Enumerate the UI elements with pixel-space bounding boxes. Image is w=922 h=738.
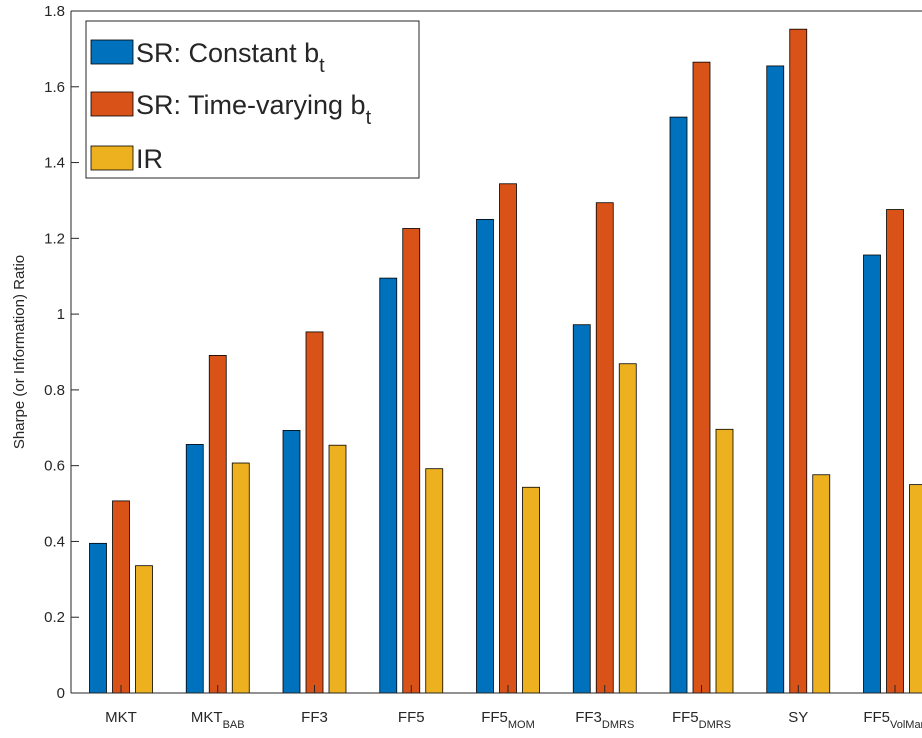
bar-constant — [476, 218, 494, 694]
bar-time-varying — [499, 183, 517, 694]
y-ticks-layer: 0 0.2 0.4 0.6 0.8 1 1.2 1.4 1.6 1.8 — [44, 3, 79, 702]
bar-constant — [572, 324, 591, 694]
x-ticks-layer: MKT MKTBAB FF3 FF5 FF5MOM FF3DMRS FF5DMRS SY FF5… — [105, 685, 922, 731]
bar-ir — [715, 428, 734, 694]
legend-swatch — [90, 91, 134, 117]
x-tick-label-subscript: DMRS — [602, 719, 634, 731]
x-tick-label-main: FF3 — [575, 709, 602, 726]
x-tick-label: MKTBAB — [191, 709, 245, 731]
legend-entry-name: IR — [136, 144, 163, 174]
legend-swatch — [90, 145, 134, 171]
bar-ir — [618, 363, 637, 694]
x-tick-label-subscript: VolMan — [890, 719, 922, 731]
bar-time-varying — [789, 28, 808, 694]
x-tick-label-subscript: BAB — [223, 719, 245, 731]
legend-entry-name: SR: Constant b — [136, 38, 319, 68]
bar-constant — [282, 430, 301, 694]
bars-layer — [89, 28, 922, 694]
y-tick-label: 0.6 — [44, 458, 65, 475]
x-tick-label-main: FF5 — [672, 709, 699, 726]
x-tick-label-main: MKT — [191, 709, 223, 726]
legend-entry-name: SR: Time-varying b — [136, 90, 366, 120]
x-tick-label: MKT — [105, 709, 137, 726]
bar-constant — [89, 542, 107, 694]
bar-time-varying — [112, 500, 130, 694]
legend-entry-label: SR: Time-varying bt — [136, 90, 372, 129]
bar-time-varying — [692, 61, 711, 694]
x-tick-label: FF5MOM — [481, 709, 535, 731]
y-tick-label: 1.4 — [44, 155, 65, 172]
y-axis-label: Sharpe (or Information) Ratio — [11, 255, 28, 449]
bar-ir — [522, 486, 540, 694]
x-tick-label-main: FF3 — [301, 709, 328, 726]
bar-time-varying — [402, 228, 421, 694]
bar-constant — [669, 116, 688, 694]
bar-time-varying — [886, 209, 904, 694]
bar-time-varying — [595, 202, 614, 694]
legend-entry-label: IR — [136, 144, 163, 174]
legend-entry-label: SR: Constant bt — [136, 38, 325, 77]
x-tick-label: FF3 — [301, 709, 328, 726]
y-tick-label: 1.6 — [44, 79, 65, 96]
x-tick-label: FF5VolMan — [863, 709, 922, 731]
axes-layer — [70, 10, 922, 694]
bar-ir — [909, 484, 922, 694]
legend-swatch — [90, 39, 134, 65]
y-tick-label: 0.2 — [44, 609, 65, 626]
x-tick-label: FF5DMRS — [672, 709, 731, 731]
y-tick-label: 1.8 — [44, 3, 65, 20]
legend-entry-subscript: t — [319, 55, 325, 77]
bar-ir — [231, 462, 250, 694]
bar-ir — [425, 468, 444, 694]
bar-time-varying — [208, 355, 227, 694]
legend-entry-subscript: t — [366, 107, 372, 129]
bar-constant — [766, 65, 785, 694]
y-tick-label: 1 — [57, 306, 65, 323]
bar-constant — [185, 444, 204, 694]
y-tick-label: 0 — [57, 685, 65, 702]
x-tick-label: FF5 — [398, 709, 425, 726]
x-tick-label: FF3DMRS — [575, 709, 634, 731]
x-tick-label: SY — [788, 709, 808, 726]
y-tick-label: 0.4 — [44, 533, 65, 550]
x-tick-label-subscript: MOM — [508, 719, 535, 731]
bar-constant — [863, 254, 881, 694]
x-tick-label-main: SY — [788, 709, 808, 726]
bar-constant — [379, 277, 398, 694]
x-tick-label-main: FF5 — [398, 709, 425, 726]
y-tick-label: 0.8 — [44, 382, 65, 399]
y-tick-label: 1.2 — [44, 230, 65, 247]
bar-ir — [135, 565, 153, 694]
bar-ir — [328, 444, 347, 694]
legend-box — [85, 20, 420, 179]
x-tick-label-subscript: DMRS — [699, 719, 731, 731]
bar-time-varying — [305, 331, 324, 694]
x-tick-label-main: MKT — [105, 709, 137, 726]
bar-ir — [812, 474, 831, 694]
x-tick-label-main: FF5 — [481, 709, 508, 726]
x-tick-label-main: FF5 — [863, 709, 890, 726]
